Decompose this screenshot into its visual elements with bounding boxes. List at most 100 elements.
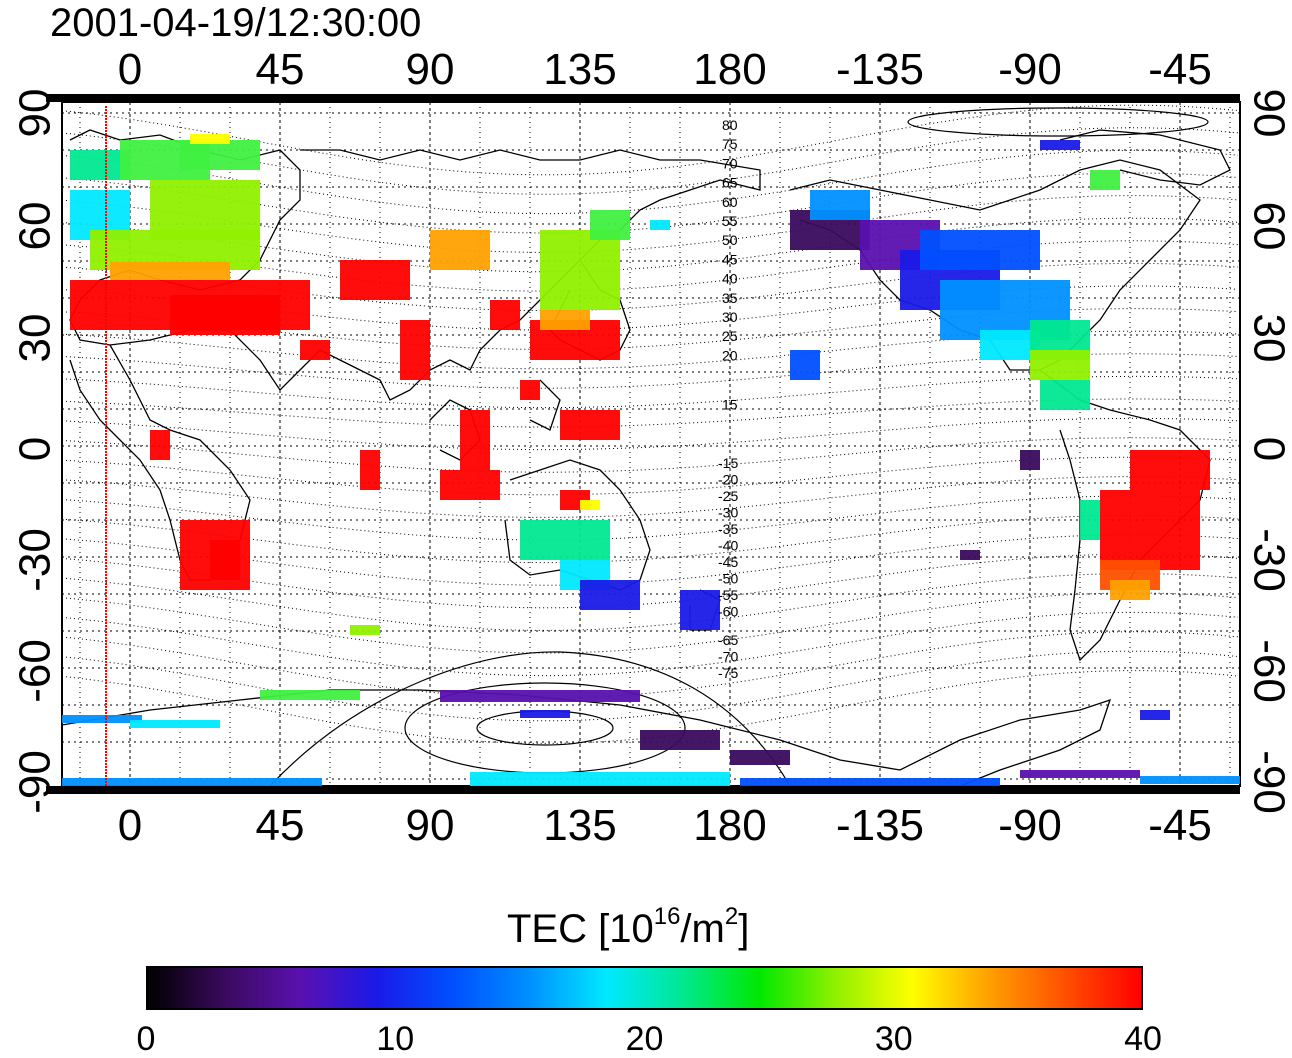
right-lat-label: 60 (1244, 202, 1292, 251)
tec-observation (440, 470, 500, 500)
tec-observation (1140, 710, 1170, 720)
lat-lon-grid (62, 102, 1240, 786)
right-lat-label: -30 (1244, 528, 1292, 592)
left-lat-label: -30 (11, 528, 60, 592)
bottom-lon-label: 90 (406, 801, 455, 850)
left-lat-label: -90 (11, 750, 60, 814)
tec-observation (350, 625, 380, 635)
tec-observation (340, 260, 410, 300)
tec-observation (520, 380, 540, 400)
tec-observation (1020, 770, 1140, 778)
right-lat-label: 0 (1244, 437, 1292, 461)
colorbar-tick-label: 20 (625, 1020, 664, 1058)
tec-observation (62, 715, 142, 723)
tec-observation (1100, 490, 1200, 570)
top-lon-label: 90 (406, 45, 455, 94)
bottom-lon-label: -45 (1148, 801, 1212, 850)
right-lat-label: 30 (1244, 314, 1292, 363)
tec-observation (360, 450, 380, 490)
right-lat-label: 90 (1244, 89, 1292, 138)
tec-observation (920, 230, 1040, 270)
tec-observation (540, 310, 590, 330)
colorbar-tick-label: 40 (1124, 1020, 1162, 1058)
tec-observation (810, 190, 870, 220)
mlat-label: 80 (722, 117, 738, 133)
colorbar-tick-label: 10 (376, 1020, 415, 1058)
tec-observation (300, 340, 330, 360)
mlat-label: 20 (722, 347, 738, 363)
mlat-label: -70 (718, 649, 738, 665)
tec-observation (490, 300, 520, 330)
mlat-label: 55 (722, 213, 738, 229)
tec-observation (1110, 580, 1150, 600)
right-lat-label: -60 (1244, 639, 1292, 703)
tec-observation (1090, 170, 1120, 190)
tec-observation (470, 772, 730, 786)
left-lat-label: 60 (11, 202, 60, 251)
colorbar-tick-label: 30 (874, 1020, 913, 1058)
tec-observation (170, 295, 280, 335)
top-lon-label: 0 (118, 45, 142, 94)
mlat-label: -50 (718, 571, 738, 587)
tec-observation (1020, 450, 1040, 470)
left-lat-label: 0 (11, 437, 60, 461)
tec-observation (190, 134, 230, 144)
frame-bars (46, 94, 1240, 794)
tec-observation (1080, 500, 1100, 540)
mlat-label: -65 (718, 632, 738, 648)
tec-colorbar (146, 966, 1143, 1010)
mlat-label: -45 (718, 554, 738, 570)
mlat-label: -20 (718, 472, 738, 488)
tec-observation (960, 550, 980, 560)
tec-observations (62, 134, 1240, 786)
map-title: 2001-04-19/12:30:00 (50, 1, 422, 45)
mlat-label: -35 (718, 521, 738, 537)
tec-observation (210, 540, 240, 580)
bottom-lon-label: -135 (836, 801, 924, 850)
tec-observation (400, 320, 430, 380)
tec-observation (110, 262, 230, 280)
tec-observation (460, 410, 490, 470)
bottom-lon-label: 45 (256, 801, 305, 850)
tec-observation (1140, 776, 1240, 784)
top-lon-label: 180 (693, 45, 766, 94)
mlat-label: 40 (722, 271, 738, 287)
tec-observation (790, 350, 820, 380)
tec-observation (180, 140, 260, 170)
top-lon-label: -90 (998, 45, 1062, 94)
tec-observation (1130, 450, 1210, 490)
tec-observation (430, 230, 490, 270)
bottom-lon-label: -90 (998, 801, 1062, 850)
tec-observation (150, 430, 170, 460)
tec-observation (520, 520, 610, 560)
tec-observation (520, 710, 570, 718)
mlat-labels: 80 75 70 65 60 55 50 45 40 35 30 25 20 15 -15-20-25-30… (718, 117, 738, 681)
mlat-label: 70 (722, 155, 738, 171)
tec-observation (580, 580, 640, 610)
tec-observation (130, 720, 220, 728)
top-lon-label: -135 (836, 45, 924, 94)
top-lon-label: 135 (543, 45, 616, 94)
tec-observation (590, 210, 630, 240)
colorbar-tick-label: 0 (136, 1020, 156, 1058)
mlat-label: 75 (722, 136, 738, 152)
tec-observation (1030, 350, 1090, 380)
mlat-label: 50 (722, 232, 738, 248)
mlat-label: -40 (718, 538, 738, 554)
mlat-label: 65 (722, 175, 738, 191)
tec-observation (540, 230, 620, 310)
colorbar-title: TEC [1016/m2] (507, 903, 750, 952)
left-lat-label: -60 (11, 639, 60, 703)
tec-world-map: 8075706560555045403530252015-15-20-25-30… (11, 45, 1292, 850)
top-lon-label: -45 (1148, 45, 1212, 94)
mlat-label: 35 (722, 290, 738, 306)
mlat-label: -55 (718, 587, 738, 603)
tec-observation (62, 778, 322, 786)
mlat-label: 45 (722, 251, 738, 267)
top-lon-label: 45 (256, 45, 305, 94)
mlat-label: 60 (722, 194, 738, 210)
left-lat-label: 90 (11, 89, 60, 138)
tec-observation (260, 690, 360, 700)
mlat-label: -15 (718, 455, 738, 471)
mlat-label: 15 (722, 397, 738, 413)
